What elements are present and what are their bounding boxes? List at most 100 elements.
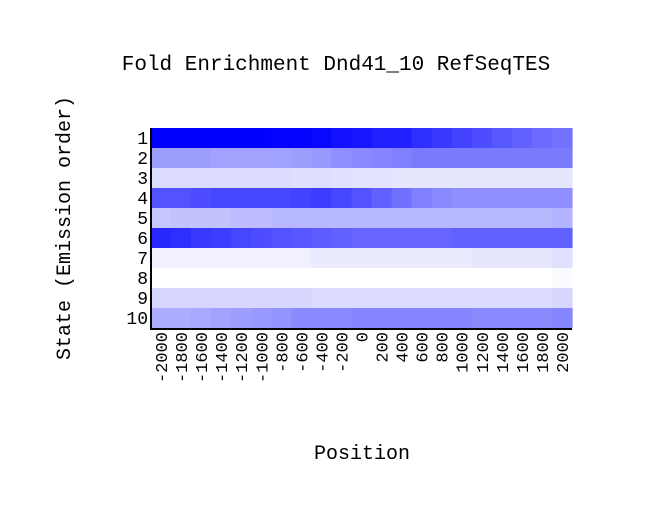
heatmap-cell [311,168,333,189]
heatmap-cell [211,288,232,309]
heatmap-cell [151,248,172,269]
heatmap-cell [271,148,292,169]
heatmap-cell [231,248,252,269]
x-tick-label: -400 [314,332,333,373]
heatmap-cell [271,308,292,329]
heatmap-cell [191,188,212,209]
heatmap-cell [391,308,413,329]
heatmap-cell [451,288,473,309]
x-tick-label: -1400 [214,332,233,383]
y-tick-label: 1 [137,130,148,150]
y-tick-label: 8 [137,270,148,290]
x-tick-label: 1200 [475,332,494,373]
heatmap-cell [251,308,272,329]
heatmap-cell [271,168,292,189]
heatmap-cell [311,288,333,309]
x-tick-label: -2000 [154,332,173,383]
heatmap-cell [431,268,453,289]
heatmap-cell [491,188,513,209]
heatmap-cell [531,248,553,269]
heatmap-cell [291,308,312,329]
heatmap-cell [531,268,553,289]
heatmap-cell [351,168,373,189]
heatmap-cell [171,308,192,329]
heatmap-cell [151,188,172,209]
heatmap-cell [331,288,353,309]
heatmap-cell [291,168,312,189]
heatmap-cell [491,268,513,289]
heatmap-cell [531,308,553,329]
x-tick-label: 1000 [455,332,474,373]
x-tick-label: -600 [294,332,313,373]
y-axis-label: State (Emission order) [54,96,77,360]
heatmap-cell [371,268,393,289]
heatmap-cell [251,128,272,149]
heatmap-cell [231,188,252,209]
heatmap-cell [391,288,413,309]
heatmap-cell [491,248,513,269]
heatmap-cell [471,268,493,289]
heatmap-cell [491,288,513,309]
heatmap-cell [511,128,533,149]
heatmap-cell [511,168,533,189]
heatmap-cell [391,128,413,149]
heatmap-cell [231,128,252,149]
heatmap-cell [531,148,553,169]
heatmap-cell [491,308,513,329]
heatmap-cell [491,208,513,229]
heatmap-cell [551,288,573,309]
heatmap-cell [471,148,493,169]
heatmap-cell [211,268,232,289]
heatmap-cell [191,288,212,309]
heatmap-cell [271,188,292,209]
heatmap-cell [391,248,413,269]
heatmap-cell [311,208,333,229]
heatmap-cell [311,188,333,209]
heatmap-cell [171,168,192,189]
heatmap-cell [391,268,413,289]
heatmap-cell [291,268,312,289]
heatmap-cell [211,188,232,209]
heatmap-cell [551,208,573,229]
heatmap-cell [371,188,393,209]
heatmap-cell [411,128,433,149]
heatmap-cell [171,128,192,149]
heatmap-cell [511,208,533,229]
heatmap-cell [271,248,292,269]
heatmap-cell [291,228,312,249]
heatmap-cell [171,248,192,269]
y-tick-label: 6 [137,230,148,250]
heatmap-cell [431,148,453,169]
heatmap-cell [231,268,252,289]
heatmap-cell [451,148,473,169]
heatmap-cell [151,268,172,289]
heatmap-cell [431,248,453,269]
heatmap-cell [151,288,172,309]
heatmap-cell [311,228,333,249]
x-tick-label: -1200 [234,332,253,383]
heatmap-cell [151,208,172,229]
heatmap-cell [331,148,353,169]
heatmap-cell [531,188,553,209]
x-tick-label: 0 [355,332,374,342]
heatmap-cell [291,128,312,149]
y-tick-label: 9 [137,290,148,310]
heatmap-cell [351,148,373,169]
heatmap-cell [191,308,212,329]
x-tick-label: -1800 [174,332,193,383]
heatmap-cell [311,148,333,169]
heatmap-cell [511,288,533,309]
heatmap-cell [351,128,373,149]
heatmap-cell [171,268,192,289]
heatmap-cell [391,168,413,189]
x-tick-labels: -2000 -1800 -1600 -1400 -1200 -1000 -800 -600 -4… [154,332,574,383]
heatmap-cell [431,308,453,329]
heatmap-cell [391,188,413,209]
heatmap-cell [211,228,232,249]
heatmap-cell [371,248,393,269]
heatmap-cell [151,128,172,149]
heatmap-cell [211,248,232,269]
heatmap-cell [431,288,453,309]
heatmap-cell [471,168,493,189]
